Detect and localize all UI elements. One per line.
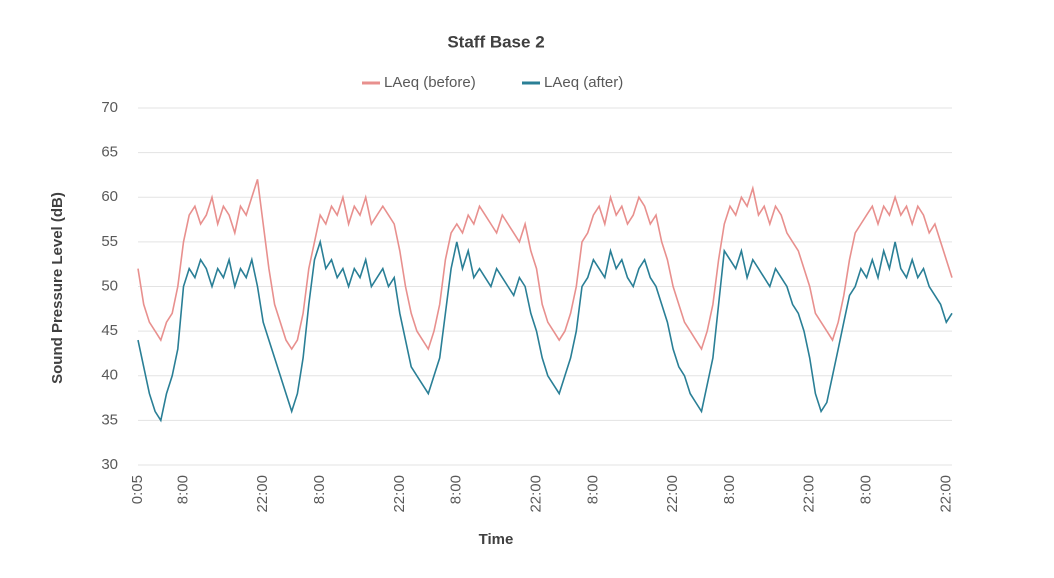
- y-tick-label: 40: [101, 367, 118, 384]
- x-tick-label: 8:00: [721, 475, 738, 504]
- x-tick-label: 22:00: [254, 475, 271, 513]
- x-tick-label: 0:05: [129, 475, 146, 504]
- legend-label: LAeq (after): [544, 74, 623, 91]
- x-tick-label: 22:00: [937, 475, 954, 513]
- x-tick-label: 8:00: [311, 475, 328, 504]
- x-tick-label: 8:00: [858, 475, 875, 504]
- y-tick-label: 50: [101, 277, 118, 294]
- x-tick-label: 22:00: [391, 475, 408, 513]
- y-tick-label: 35: [101, 411, 118, 428]
- y-tick-label: 60: [101, 188, 118, 205]
- series-line: [137, 238, 953, 423]
- x-tick-label: 22:00: [801, 475, 818, 513]
- chart-title: Staff Base 2: [447, 32, 544, 51]
- x-axis-title: Time: [479, 531, 514, 548]
- series-line: [137, 179, 953, 351]
- y-tick-label: 30: [101, 456, 118, 473]
- y-tick-label: 45: [101, 322, 118, 339]
- legend-label: LAeq (before): [384, 74, 476, 91]
- x-tick-label: 8:00: [584, 475, 601, 504]
- y-tick-label: 70: [101, 99, 118, 116]
- y-axis-title: Sound Pressure Level (dB): [49, 192, 66, 384]
- y-tick-label: 55: [101, 233, 118, 250]
- x-tick-label: 8:00: [175, 475, 192, 504]
- x-tick-label: 8:00: [448, 475, 465, 504]
- y-tick-label: 65: [101, 144, 118, 161]
- x-tick-label: 22:00: [664, 475, 681, 513]
- x-tick-label: 22:00: [527, 475, 544, 513]
